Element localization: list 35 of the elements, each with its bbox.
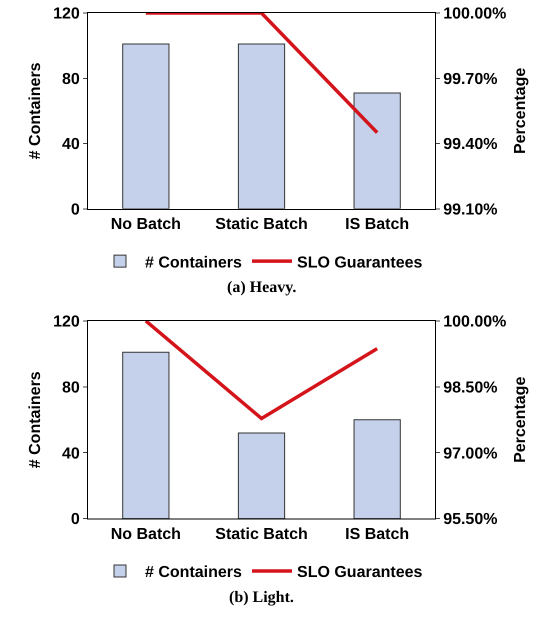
y2-axis-title: Percentage	[512, 376, 530, 463]
text: (a) Heavy.	[227, 279, 296, 296]
y2-axis-title: Percentage	[512, 68, 530, 154]
x-tick-label: No Batch	[110, 216, 181, 233]
x-tick-label: No Batch	[110, 526, 181, 543]
y-tick-label: 0	[70, 201, 80, 218]
y2-tick-label: 99.40%	[443, 136, 498, 154]
legend-label: SLO Guarantees	[297, 254, 422, 272]
y2-tick-label: 100.00%	[443, 6, 506, 23]
legend-label: # Containers	[145, 254, 242, 272]
x-tick-label: IS Batch	[345, 216, 410, 233]
y2-tick-label: 97.00%	[443, 445, 498, 462]
y-tick-label: 80	[62, 379, 80, 396]
x-tick-label: Static Batch	[215, 526, 308, 543]
y-tick-label: 40	[62, 136, 80, 154]
y-tick-label: 120	[53, 6, 80, 23]
y2-tick-label: 98.50%	[443, 379, 498, 396]
bar	[238, 432, 286, 519]
y2-tick-label: 99.10%	[443, 201, 498, 218]
y-tick-label: 0	[70, 511, 80, 528]
y2-tick-label: 100.00%	[443, 314, 506, 331]
x-tick-label: Static Batch	[215, 216, 308, 233]
bar	[354, 419, 401, 519]
legend-label: # Containers	[145, 564, 242, 582]
y2-tick-label: 95.50%	[443, 511, 498, 528]
legend-label: SLO Guarantees	[297, 564, 422, 582]
y-axis-title: # Containers	[26, 62, 44, 160]
x-tick-label: IS Batch	[345, 526, 410, 543]
y-axis-title: # Containers	[26, 371, 44, 468]
y-tick-label: 80	[62, 70, 80, 88]
y-tick-label: 40	[62, 445, 80, 462]
y2-tick-label: 99.70%	[443, 70, 498, 88]
text: (b) Light.	[229, 589, 294, 606]
bar	[122, 352, 170, 519]
y-tick-label: 120	[53, 314, 80, 331]
